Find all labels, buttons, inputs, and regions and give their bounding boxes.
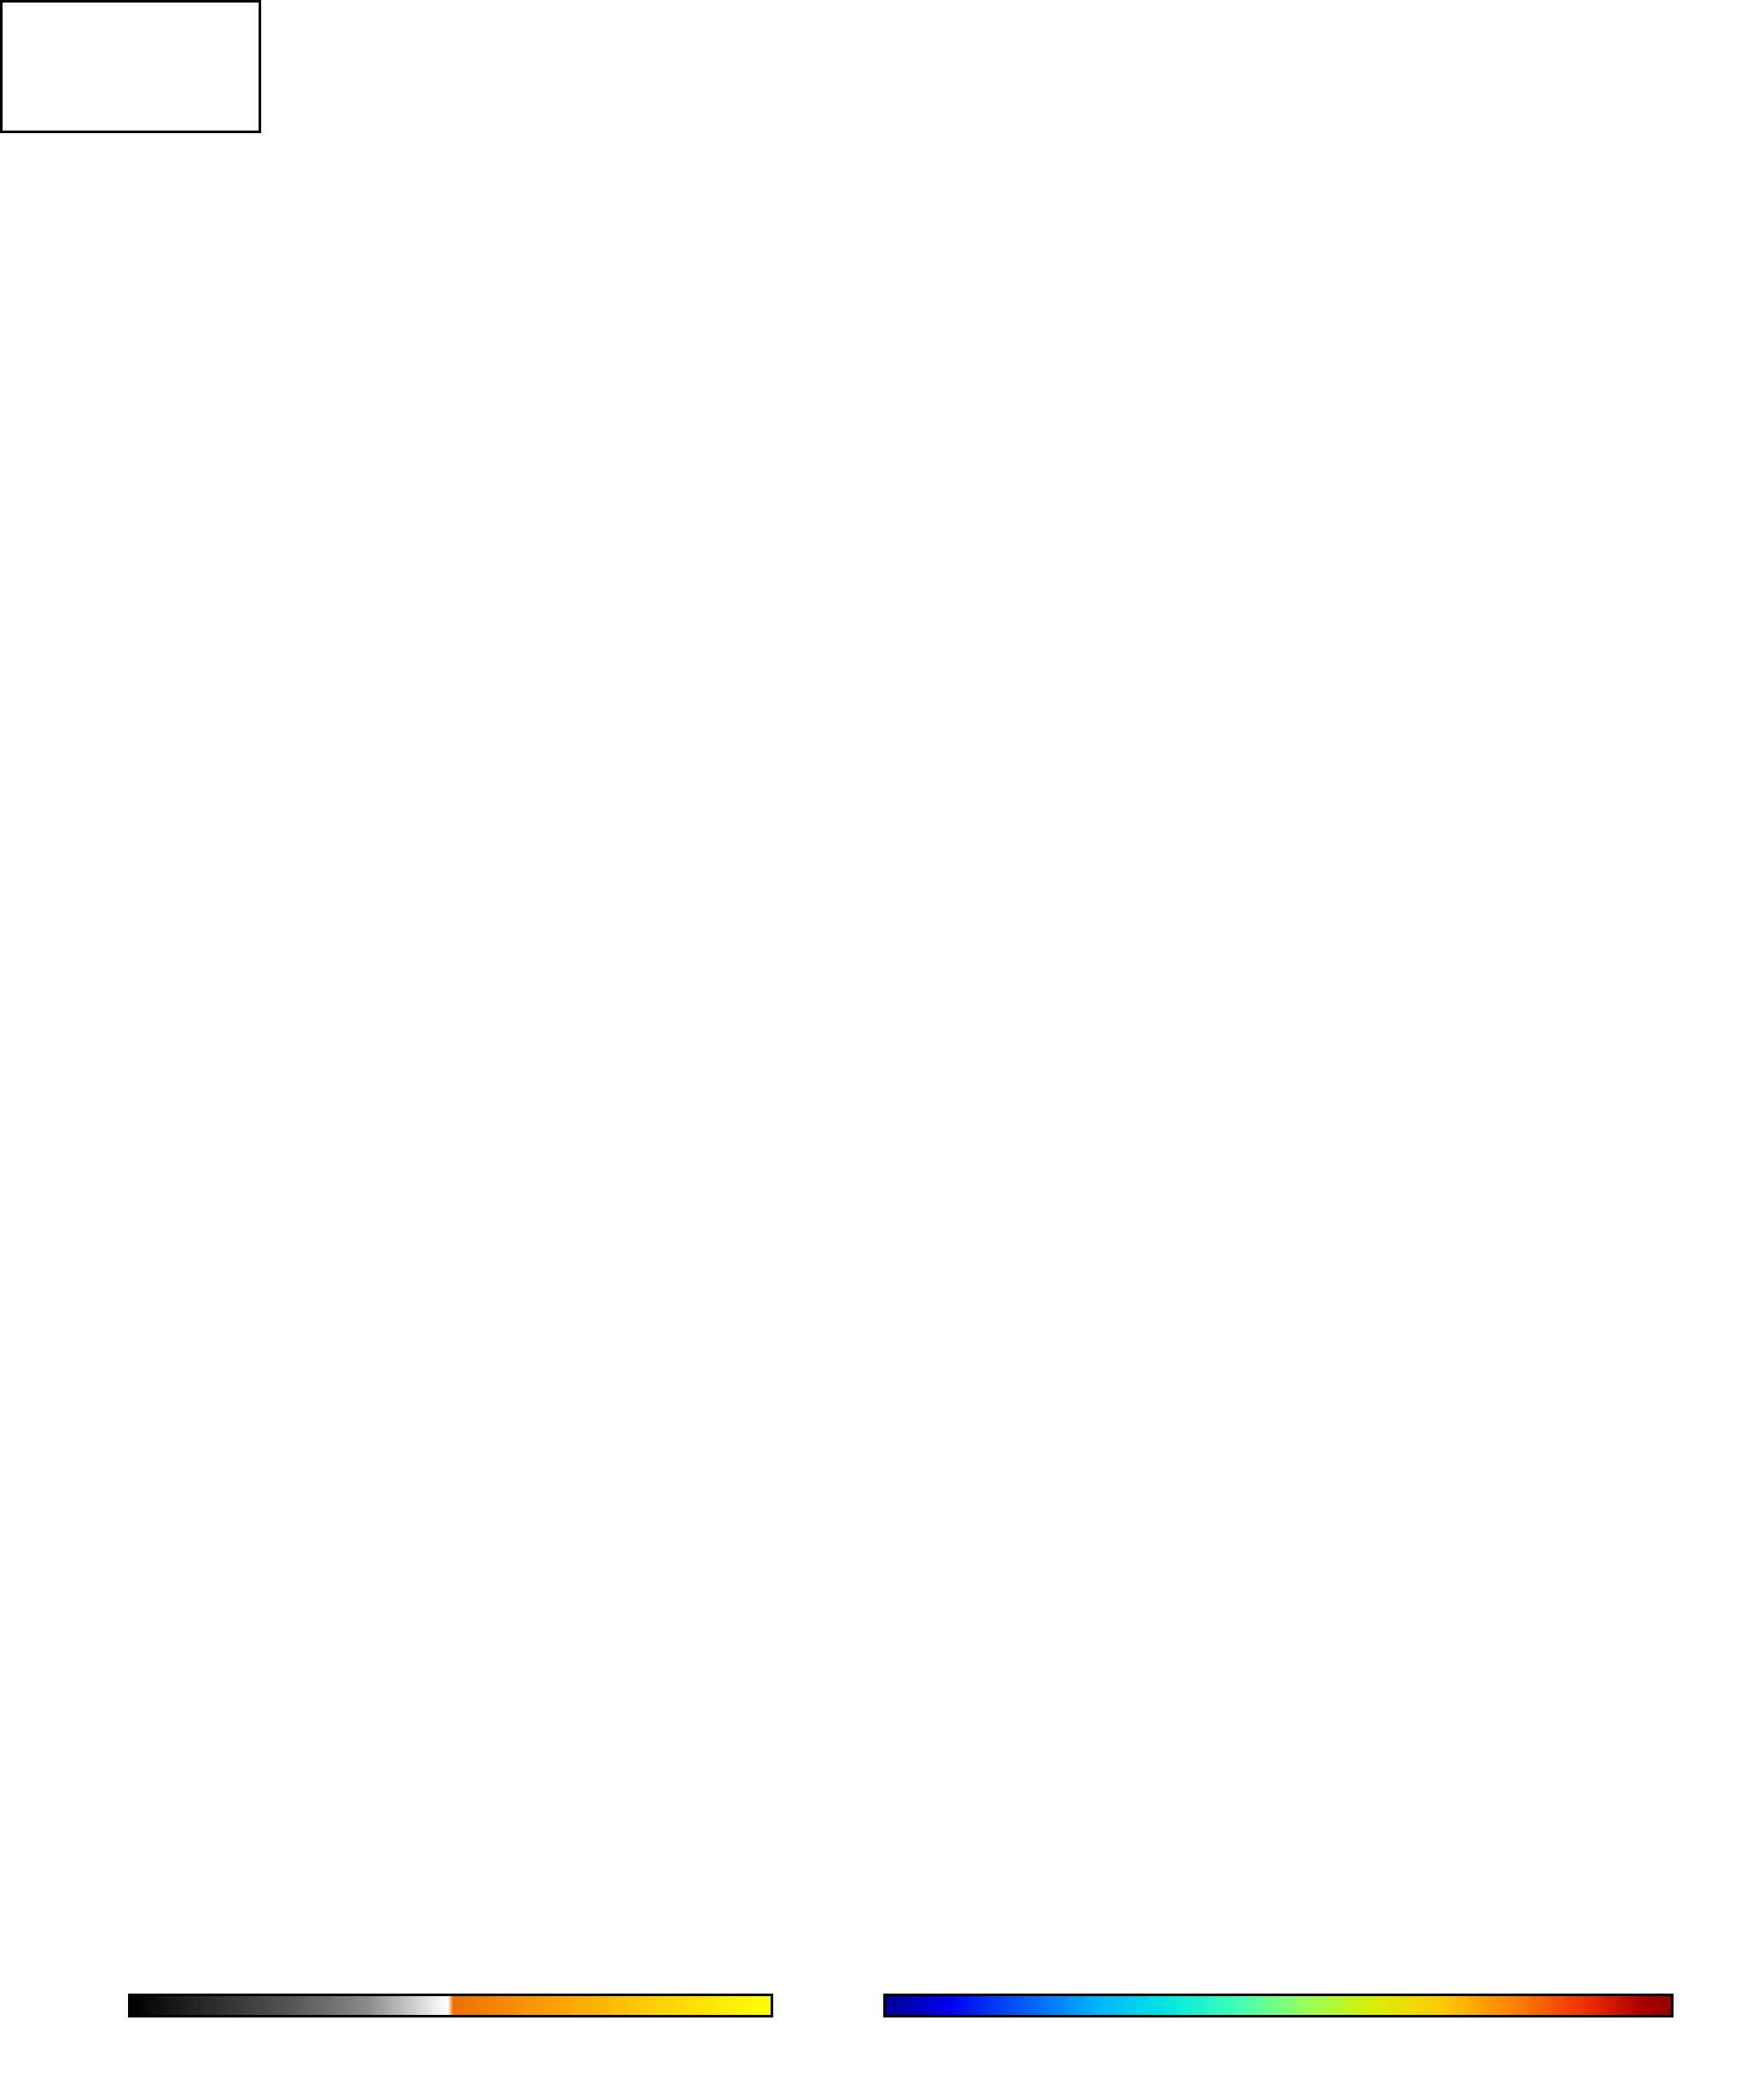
illuminance-colorbar — [128, 1994, 773, 2017]
backscatter-heatmap-108m — [0, 0, 261, 133]
backscatter-colorbar — [883, 1994, 1674, 2017]
